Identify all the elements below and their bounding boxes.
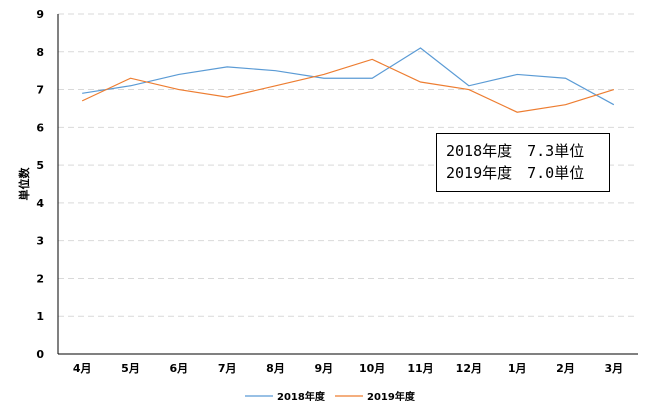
y-tick-label: 7: [36, 84, 44, 97]
x-tick-label: 10月: [359, 362, 385, 375]
legend: 2018年度 2019年度: [245, 390, 416, 403]
annotation-2019: 2019年度 7.0単位: [446, 164, 585, 182]
y-tick-label: 9: [36, 8, 44, 21]
x-tick-label: 1月: [508, 362, 527, 375]
x-tick-label: 11月: [407, 362, 433, 375]
x-tick-label: 8月: [266, 362, 285, 375]
y-axis-label: 単位数: [17, 167, 31, 201]
x-tick-label: 6月: [170, 362, 189, 375]
y-tick-label: 0: [36, 348, 44, 361]
y-tick-label: 2: [36, 272, 44, 285]
y-tick-label: 3: [36, 235, 44, 248]
y-tick-labels: 0 1 2 3 4 5 6 7 8 9: [36, 8, 44, 361]
series-lines: [81, 47, 615, 113]
series-line-1: [82, 47, 615, 106]
y-tick-label: 6: [36, 121, 44, 134]
y-tick-label: 5: [36, 159, 44, 172]
y-tick-label: 8: [36, 46, 44, 59]
series-line-2: [81, 58, 615, 113]
x-tick-label: 5月: [121, 362, 140, 375]
x-tick-label: 2月: [556, 362, 575, 375]
average-annotation-box: 2018年度 7.3単位 2019年度 7.0単位: [436, 133, 610, 192]
axes: [57, 14, 638, 355]
x-tick-label: 7月: [218, 362, 237, 375]
x-tick-label: 3月: [605, 362, 624, 375]
legend-label: 2018年度: [277, 390, 326, 403]
legend-label: 2019年度: [367, 390, 416, 403]
y-tick-label: 1: [36, 310, 44, 323]
x-tick-label: 4月: [73, 362, 92, 375]
x-tick-label: 12月: [456, 362, 482, 375]
x-tick-label: 9月: [315, 362, 334, 375]
annotation-2018: 2018年度 7.3単位: [446, 142, 585, 160]
x-tick-labels: 4月 5月 6月 7月 8月 9月 10月 11月 12月 1月 2月 3月: [73, 362, 623, 375]
y-tick-label: 4: [36, 197, 44, 210]
